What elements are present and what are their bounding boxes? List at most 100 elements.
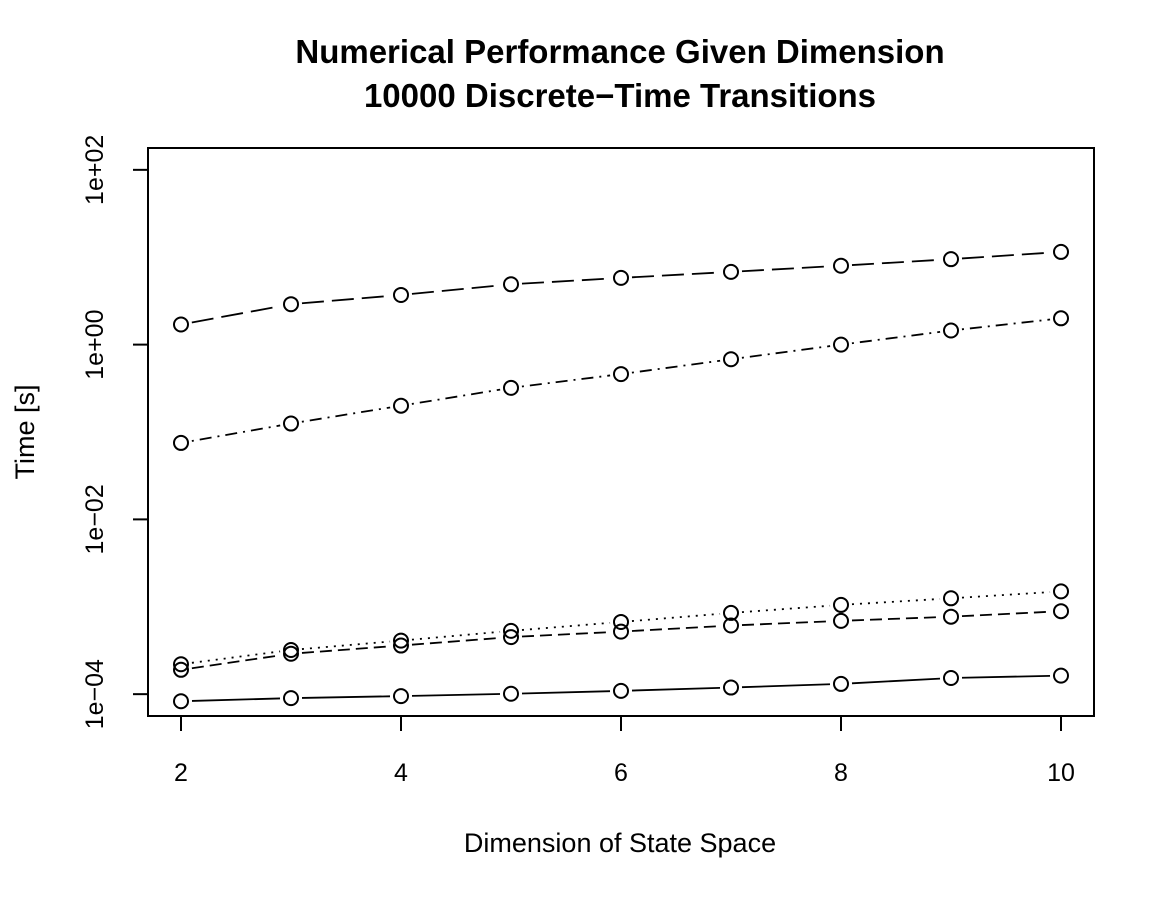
data-point bbox=[503, 629, 519, 646]
x-tick-label: 4 bbox=[394, 759, 408, 787]
data-point bbox=[613, 623, 629, 640]
series-segment bbox=[631, 612, 721, 622]
data-point bbox=[943, 590, 959, 607]
series-segment bbox=[961, 251, 1051, 260]
series-segment bbox=[301, 640, 391, 650]
data-point bbox=[943, 251, 959, 268]
series-dotted bbox=[173, 583, 1069, 673]
data-point bbox=[943, 670, 959, 687]
series-longdash bbox=[173, 243, 1069, 333]
data-point bbox=[613, 269, 629, 286]
series-segment bbox=[191, 424, 281, 442]
data-point bbox=[283, 296, 299, 313]
series-segment bbox=[301, 645, 391, 654]
series-dashed bbox=[173, 603, 1069, 678]
data-point bbox=[833, 336, 849, 353]
series-segment bbox=[851, 331, 941, 345]
series-segment bbox=[191, 697, 281, 702]
series-segment bbox=[521, 631, 611, 638]
series-segment bbox=[301, 695, 391, 699]
y-tick-label: 1e−02 bbox=[81, 484, 109, 554]
data-point bbox=[1053, 667, 1069, 684]
series-segment bbox=[741, 345, 831, 359]
data-point bbox=[1053, 583, 1069, 600]
series-segment bbox=[631, 625, 721, 632]
series-segment bbox=[851, 616, 941, 622]
y-tick-label: 1e+02 bbox=[81, 135, 109, 205]
data-point bbox=[503, 276, 519, 293]
data-point bbox=[173, 434, 189, 451]
data-point bbox=[613, 682, 629, 699]
x-axis: 2 4 6 8 10 bbox=[174, 716, 1075, 787]
y-tick-label: 1e−04 bbox=[81, 659, 109, 729]
data-point bbox=[393, 688, 409, 705]
data-point bbox=[173, 661, 189, 678]
series-segment bbox=[851, 677, 941, 685]
series-segment bbox=[631, 686, 721, 692]
data-point bbox=[393, 637, 409, 654]
data-point bbox=[283, 645, 299, 662]
data-point bbox=[1053, 243, 1069, 260]
data-point bbox=[173, 316, 189, 333]
series-segment bbox=[851, 258, 941, 266]
series-segment bbox=[631, 271, 721, 279]
data-point bbox=[283, 415, 299, 432]
series-layer bbox=[173, 243, 1069, 710]
chart-title-line-1: Numerical Performance Given Dimension bbox=[295, 33, 944, 70]
series-segment bbox=[411, 637, 501, 646]
series-segment bbox=[961, 610, 1051, 618]
data-point bbox=[173, 656, 189, 673]
y-axis: 1e−04 1e−02 1e+00 1e+02 bbox=[81, 135, 148, 729]
data-point bbox=[173, 693, 189, 710]
series-segment bbox=[411, 693, 501, 697]
data-point bbox=[1053, 603, 1069, 620]
series-segment bbox=[961, 318, 1051, 331]
chart-title-line-2: 10000 Discrete−Time Transitions bbox=[364, 77, 876, 114]
series-segment bbox=[741, 265, 831, 273]
y-axis-label: Time [s] bbox=[10, 384, 40, 479]
data-point bbox=[943, 322, 959, 339]
data-point bbox=[503, 622, 519, 639]
series-segment bbox=[851, 598, 941, 606]
series-segment bbox=[411, 388, 501, 405]
x-tick-label: 8 bbox=[834, 759, 848, 787]
series-segment bbox=[741, 604, 831, 614]
data-point bbox=[723, 263, 739, 280]
data-point bbox=[503, 379, 519, 396]
series-segment bbox=[521, 621, 611, 631]
data-point bbox=[833, 257, 849, 274]
series-segment bbox=[961, 591, 1051, 599]
data-point bbox=[393, 632, 409, 649]
x-tick-label: 6 bbox=[614, 759, 628, 787]
data-point bbox=[723, 679, 739, 696]
series-segment bbox=[741, 683, 831, 689]
data-point bbox=[943, 608, 959, 625]
series-solid bbox=[173, 667, 1069, 710]
x-tick-label: 10 bbox=[1047, 759, 1075, 787]
data-point bbox=[1053, 310, 1069, 327]
plot-frame bbox=[147, 147, 1095, 717]
series-segment bbox=[301, 294, 391, 305]
series-segment bbox=[411, 284, 501, 295]
data-point bbox=[723, 351, 739, 368]
data-point bbox=[833, 675, 849, 692]
series-segment bbox=[301, 406, 391, 423]
series-segment bbox=[411, 630, 501, 641]
series-segment bbox=[521, 277, 611, 285]
y-tick-label: 1e+00 bbox=[81, 310, 109, 380]
data-point bbox=[503, 685, 519, 702]
series-segment bbox=[521, 690, 611, 695]
data-point bbox=[283, 690, 299, 707]
x-axis-label: Dimension of State Space bbox=[464, 828, 776, 858]
data-point bbox=[393, 397, 409, 414]
data-point bbox=[723, 604, 739, 621]
series-segment bbox=[521, 374, 611, 388]
data-point bbox=[613, 366, 629, 383]
series-dotdash bbox=[173, 310, 1069, 451]
series-segment bbox=[631, 359, 721, 374]
series-segment bbox=[191, 654, 281, 670]
x-tick-label: 2 bbox=[174, 759, 188, 787]
data-point bbox=[723, 617, 739, 634]
